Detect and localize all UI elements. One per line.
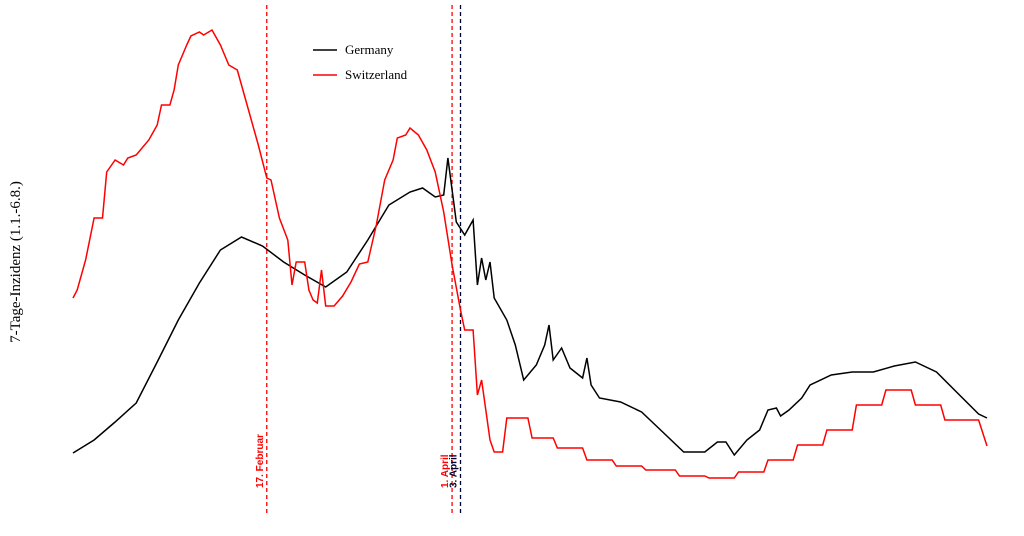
reference-label: 17. Februar: [255, 434, 266, 488]
reference-label: 3. April: [449, 454, 460, 488]
legend-label: Switzerland: [345, 67, 408, 82]
series-line: [72, 157, 988, 457]
legend-label: Germany: [345, 42, 394, 57]
y-axis-label: 7-Tage-Inzidenz (1.1.-6.8.): [8, 181, 24, 343]
series-line: [72, 28, 988, 479]
reference-label: 1. April: [440, 454, 451, 488]
